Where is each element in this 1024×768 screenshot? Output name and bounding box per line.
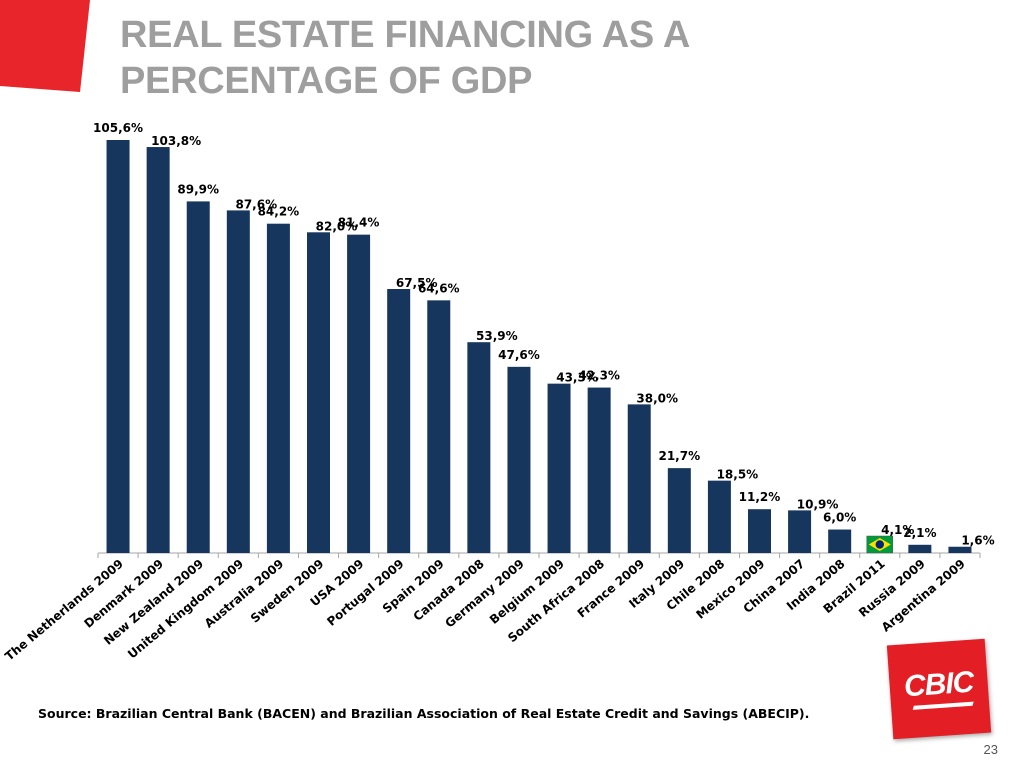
bar-2 xyxy=(186,201,210,553)
category-label-5: Sweden 2009 xyxy=(248,557,326,626)
bar-10 xyxy=(507,366,531,553)
bar-18 xyxy=(828,529,852,553)
value-label-9: 53,9% xyxy=(476,329,518,343)
value-label-6: 81,4% xyxy=(338,216,380,230)
value-label-18: 6,0% xyxy=(823,511,856,525)
bar-14 xyxy=(667,468,691,553)
value-label-16: 11,2% xyxy=(739,490,781,504)
bar-11 xyxy=(547,383,571,553)
bar-16 xyxy=(748,509,771,553)
source-note: Source: Brazilian Central Bank (BACEN) a… xyxy=(38,706,810,721)
bar-5 xyxy=(307,232,330,553)
bar-13 xyxy=(627,404,651,553)
bar-3 xyxy=(226,210,250,554)
value-label-12: 42,3% xyxy=(578,369,620,383)
value-label-10: 47,6% xyxy=(498,348,540,362)
value-label-2: 89,9% xyxy=(177,182,219,196)
bar-8 xyxy=(427,300,451,553)
value-label-11: 43,3% xyxy=(556,371,598,385)
page-number: 23 xyxy=(983,742,998,757)
cbic-logo: CBIC xyxy=(886,638,992,740)
bar-20 xyxy=(908,544,932,553)
value-label-21: 1,6% xyxy=(961,534,994,548)
bar-chart: 105,6%The Netherlands 2009103,8%Denmark … xyxy=(2,121,994,663)
bar-6 xyxy=(347,234,371,554)
category-label-16: Mexico 2009 xyxy=(693,557,767,622)
value-label-3: 87,6% xyxy=(235,197,277,211)
value-label-15: 18,5% xyxy=(717,468,759,482)
value-label-17: 10,9% xyxy=(797,497,839,511)
brazil-flag-icon xyxy=(866,535,894,554)
logo-text: CBIC xyxy=(902,665,975,704)
value-label-7: 67,5% xyxy=(396,276,438,290)
value-label-5: 82,0% xyxy=(316,219,358,233)
bar-0 xyxy=(106,140,130,553)
slide-title: REAL ESTATE FINANCING AS A PERCENTAGE OF… xyxy=(120,14,689,102)
value-label-20: 2,1% xyxy=(903,526,936,540)
value-label-14: 21,7% xyxy=(658,449,700,463)
value-label-13: 38,0% xyxy=(636,391,678,405)
value-label-1: 103,8% xyxy=(151,134,201,148)
bar-17 xyxy=(788,510,812,553)
bar-7 xyxy=(387,289,411,553)
value-label-0: 105,6% xyxy=(93,121,143,135)
bar-1 xyxy=(146,147,170,553)
value-label-19: 4,1% xyxy=(881,523,914,537)
bar-9 xyxy=(467,342,491,553)
bar-4 xyxy=(266,223,290,553)
bar-15 xyxy=(707,480,731,553)
red-corner-shape xyxy=(0,0,90,92)
bar-21 xyxy=(948,546,972,553)
bar-12 xyxy=(587,387,611,553)
value-label-4: 84,2% xyxy=(258,205,300,219)
value-label-8: 64,6% xyxy=(418,281,460,295)
